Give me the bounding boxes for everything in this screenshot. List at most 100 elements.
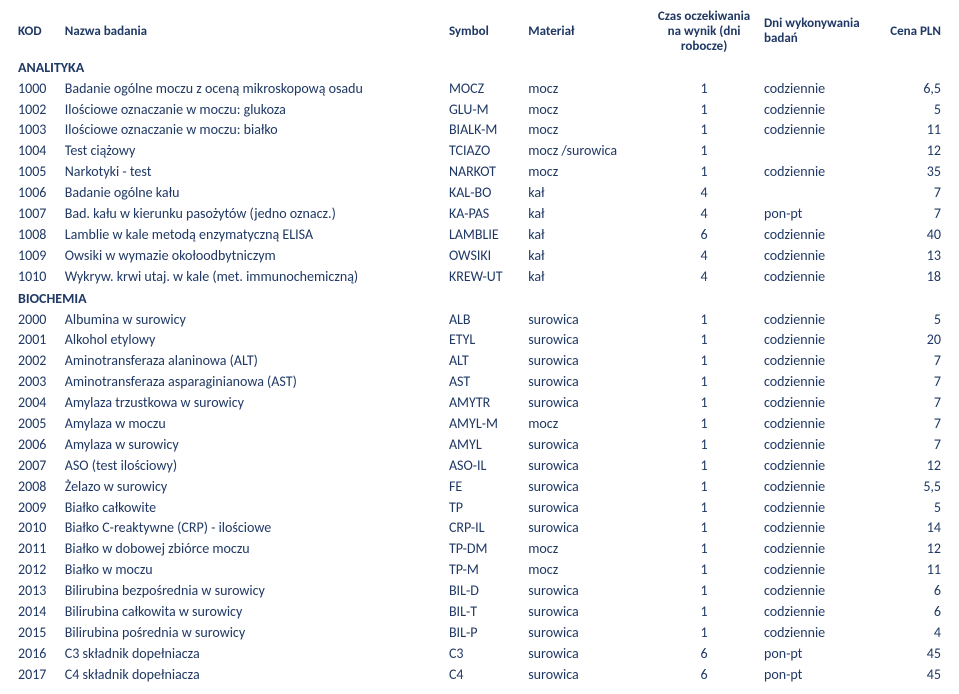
cell-czas: 1	[648, 477, 760, 498]
cell-symbol: AST	[445, 372, 524, 393]
cell-dni: pon-pt	[760, 644, 874, 665]
cell-dni: codziennie	[760, 560, 874, 581]
table-row: 2012Białko w moczuTP-Mmocz1codziennie11	[14, 560, 945, 581]
cell-material: surowica	[524, 330, 648, 351]
cell-kod: 1004	[14, 141, 61, 162]
cell-nazwa: C4 składnik dopełniacza	[61, 665, 445, 686]
cell-nazwa: Bilirubina bezpośrednia w surowicy	[61, 581, 445, 602]
table-row: 1000Badanie ogólne moczu z oceną mikrosk…	[14, 79, 945, 100]
cell-dni: codziennie	[760, 435, 874, 456]
cell-cena: 7	[874, 372, 945, 393]
cell-czas: 1	[648, 393, 760, 414]
cell-kod: 2016	[14, 644, 61, 665]
table-row: 1006Badanie ogólne kałuKAL-BOkał47	[14, 183, 945, 204]
cell-dni: codziennie	[760, 246, 874, 267]
cell-nazwa: Amylaza w surowicy	[61, 435, 445, 456]
cell-kod: 2010	[14, 518, 61, 539]
table-row: 1009Owsiki w wymazie okołoodbytniczymOWS…	[14, 246, 945, 267]
cell-symbol: KA-PAS	[445, 204, 524, 225]
cell-symbol: AMYTR	[445, 393, 524, 414]
cell-nazwa: Bilirubina całkowita w surowicy	[61, 602, 445, 623]
cell-cena: 40	[874, 225, 945, 246]
cell-czas: 1	[648, 330, 760, 351]
cell-kod: 2005	[14, 414, 61, 435]
cell-symbol: OWSIKI	[445, 246, 524, 267]
cell-czas: 1	[648, 79, 760, 100]
cell-dni: codziennie	[760, 602, 874, 623]
cell-czas: 4	[648, 204, 760, 225]
cell-symbol: ALB	[445, 310, 524, 331]
table-row: 2009Białko całkowiteTPsurowica1codzienni…	[14, 498, 945, 519]
table-row: 2004Amylaza trzustkowa w surowicyAMYTRsu…	[14, 393, 945, 414]
cell-symbol: TP	[445, 498, 524, 519]
cell-czas: 1	[648, 518, 760, 539]
cell-symbol: NARKOT	[445, 162, 524, 183]
cell-nazwa: Żelazo w surowicy	[61, 477, 445, 498]
cell-nazwa: Badanie ogólne moczu z oceną mikroskopow…	[61, 79, 445, 100]
cell-cena: 6	[874, 602, 945, 623]
cell-material: surowica	[524, 435, 648, 456]
cell-material: surowica	[524, 477, 648, 498]
header-material: Materiał	[524, 8, 648, 57]
cell-symbol: GLU-M	[445, 100, 524, 121]
cell-cena: 20	[874, 330, 945, 351]
cell-material: mocz	[524, 100, 648, 121]
cell-nazwa: Owsiki w wymazie okołoodbytniczym	[61, 246, 445, 267]
cell-czas: 6	[648, 665, 760, 686]
cell-symbol: TCIAZO	[445, 141, 524, 162]
cell-czas: 4	[648, 246, 760, 267]
table-row: 2016C3 składnik dopełniaczaC3surowica6po…	[14, 644, 945, 665]
cell-dni: codziennie	[760, 225, 874, 246]
section-row: BIOCHEMIA	[14, 288, 945, 310]
cell-material: mocz	[524, 414, 648, 435]
cell-cena: 18	[874, 267, 945, 288]
cell-kod: 2011	[14, 539, 61, 560]
cell-czas: 1	[648, 120, 760, 141]
cell-czas: 6	[648, 644, 760, 665]
cell-czas: 1	[648, 414, 760, 435]
cell-nazwa: Amylaza trzustkowa w surowicy	[61, 393, 445, 414]
cell-dni: codziennie	[760, 518, 874, 539]
header-czas: Czas oczekiwania na wynik (dni robocze)	[648, 8, 760, 57]
cell-czas: 4	[648, 267, 760, 288]
cell-cena: 35	[874, 162, 945, 183]
cell-material: surowica	[524, 623, 648, 644]
cell-cena: 6	[874, 581, 945, 602]
cell-cena: 12	[874, 539, 945, 560]
cell-dni: codziennie	[760, 414, 874, 435]
cell-nazwa: Albumina w surowicy	[61, 310, 445, 331]
cell-dni: codziennie	[760, 267, 874, 288]
cell-kod: 2013	[14, 581, 61, 602]
cell-cena: 11	[874, 120, 945, 141]
cell-czas: 1	[648, 560, 760, 581]
table-row: 2007ASO (test ilościowy)ASO-ILsurowica1c…	[14, 456, 945, 477]
cell-nazwa: Alkohol etylowy	[61, 330, 445, 351]
cell-dni: codziennie	[760, 79, 874, 100]
cell-material: kał	[524, 204, 648, 225]
cell-cena: 7	[874, 183, 945, 204]
table-row: 2011Białko w dobowej zbiórce moczuTP-DMm…	[14, 539, 945, 560]
cell-material: surowica	[524, 310, 648, 331]
cell-nazwa: Ilościowe oznaczanie w moczu: glukoza	[61, 100, 445, 121]
cell-nazwa: Białko w moczu	[61, 560, 445, 581]
cell-cena: 7	[874, 204, 945, 225]
cell-kod: 1006	[14, 183, 61, 204]
cell-symbol: BIL-D	[445, 581, 524, 602]
cell-cena: 14	[874, 518, 945, 539]
cell-kod: 2015	[14, 623, 61, 644]
cell-symbol: ALT	[445, 351, 524, 372]
cell-dni: codziennie	[760, 539, 874, 560]
cell-nazwa: Bad. kału w kierunku pasożytów (jedno oz…	[61, 204, 445, 225]
cell-cena: 6,5	[874, 79, 945, 100]
cell-dni: codziennie	[760, 456, 874, 477]
cell-czas: 1	[648, 581, 760, 602]
cell-cena: 7	[874, 351, 945, 372]
cell-kod: 2014	[14, 602, 61, 623]
cell-kod: 2008	[14, 477, 61, 498]
table-row: 2006Amylaza w surowicyAMYLsurowica1codzi…	[14, 435, 945, 456]
cell-material: surowica	[524, 581, 648, 602]
cell-material: mocz	[524, 560, 648, 581]
cell-cena: 7	[874, 435, 945, 456]
cell-czas: 1	[648, 602, 760, 623]
cell-kod: 1009	[14, 246, 61, 267]
